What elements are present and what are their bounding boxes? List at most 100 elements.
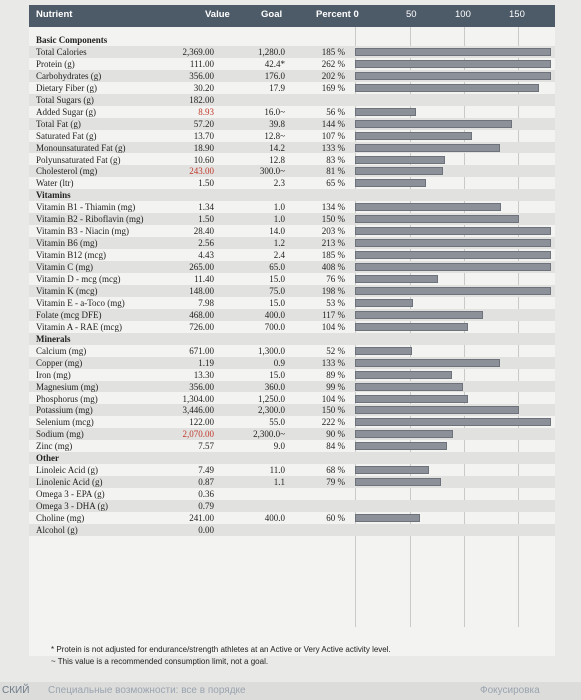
nutrient-percent: 89 % <box>326 369 345 380</box>
scale-tick-100: 100 <box>455 9 471 20</box>
percent-bar <box>355 478 442 487</box>
nutrient-value: 13.30 <box>193 369 214 380</box>
nutrient-goal: 75.0 <box>269 285 285 296</box>
nutrient-name: Magnesium (mg) <box>36 381 99 392</box>
percent-bar <box>355 358 500 367</box>
table-row: Total Fat (g) 57.20 39.8 144 % <box>29 117 555 130</box>
nutrient-value: 468.00 <box>189 309 214 320</box>
table-row: Omega 3 - DHA (g) 0.79 <box>29 500 555 512</box>
nutrient-percent: 133 % <box>321 142 345 153</box>
nutrient-goal: 15.0 <box>269 274 285 284</box>
nutrient-name: Potassium (mg) <box>36 405 93 416</box>
footnote-limit: ~ This value is a recommended consumptio… <box>51 657 269 666</box>
percent-bar <box>355 286 551 295</box>
nutrient-percent: 408 % <box>321 262 345 273</box>
nutrient-goal: 15.0 <box>269 297 285 308</box>
table-row: Carbohydrates (g) 356.00 176.0 202 % <box>29 69 555 82</box>
nutrient-name: Zinc (mg) <box>36 441 73 452</box>
percent-bar <box>355 179 426 188</box>
percent-bar <box>355 239 551 248</box>
nutrient-goal: 55.0 <box>269 417 285 428</box>
section-header: Basic Components <box>29 34 555 46</box>
percent-bar <box>355 263 551 272</box>
percent-bar <box>355 418 551 427</box>
header-value: Value <box>205 9 230 20</box>
nutrient-percent: 185 % <box>321 250 345 261</box>
table-row: Zinc (mg) 7.57 9.0 84 % <box>29 440 555 452</box>
nutrient-goal: 39.8 <box>269 118 285 129</box>
nutrient-name: Total Sugars (g) <box>36 94 94 105</box>
nutrient-value: 0.79 <box>198 501 214 512</box>
nutrient-value: 243.00 <box>189 166 214 177</box>
nutrient-goal: 9.0 <box>273 441 285 452</box>
nutrient-percent: 185 % <box>321 46 345 57</box>
table-row: Vitamin A - RAE (mcg) 726.00 700.0 104 % <box>29 321 555 333</box>
section-title: Other <box>36 453 59 464</box>
percent-bar <box>355 167 444 176</box>
nutrient-percent: 202 % <box>321 70 345 81</box>
nutrient-percent: 104 % <box>321 321 345 332</box>
nutrient-value: 182.00 <box>189 94 214 105</box>
nutrient-name: Total Calories <box>36 46 87 57</box>
percent-bar <box>355 227 551 236</box>
nutrient-value: 10.60 <box>193 154 214 165</box>
nutrient-goal: 1.0 <box>273 202 285 213</box>
nutrient-value: 0.36 <box>198 489 214 500</box>
scale-tick-150: 150 <box>509 9 525 20</box>
nutrient-percent: 53 % <box>326 297 345 308</box>
bottom-status-strip: СКИЙ Специальные возможности: все в поря… <box>0 682 581 700</box>
nutrient-goal: 12.8~ <box>264 130 285 141</box>
nutrient-percent: 134 % <box>321 202 345 213</box>
percent-bar <box>355 382 463 391</box>
table-row: Monounsaturated Fat (g) 18.90 14.2 133 % <box>29 141 555 154</box>
nutrient-goal: 1.0 <box>273 214 285 225</box>
nutrient-name: Iron (mg) <box>36 369 71 380</box>
nutrient-name: Vitamin A - RAE (mcg) <box>36 321 122 332</box>
table-row: Linoleic Acid (g) 7.49 11.0 68 % <box>29 464 555 476</box>
nutrient-goal: 2.3 <box>273 178 285 189</box>
nutrient-name: Calcium (mg) <box>36 345 87 356</box>
nutrient-name: Dietary Fiber (g) <box>36 82 97 93</box>
nutrient-name: Water (ltr) <box>36 178 74 189</box>
table-row: Saturated Fat (g) 13.70 12.8~ 107 % <box>29 130 555 142</box>
table-row: Selenium (mcg) 122.00 55.0 222 % <box>29 416 555 428</box>
nutrient-value: 726.00 <box>189 321 214 332</box>
nutrient-percent: 84 % <box>326 441 345 452</box>
header-goal: Goal <box>261 9 283 20</box>
table-header: Nutrient Value Goal Percent 0 50 100 150 <box>29 5 555 27</box>
nutrient-goal: 300.0~ <box>259 166 285 177</box>
section-title: Minerals <box>36 333 71 344</box>
nutrient-value: 0.00 <box>198 524 214 535</box>
nutrient-percent: 133 % <box>321 357 345 368</box>
nutrient-percent: 144 % <box>321 118 345 129</box>
percent-bar <box>355 107 417 116</box>
nutrient-name: Vitamin K (mcg) <box>36 285 98 296</box>
nutrient-name: Vitamin E - a-Toco (mg) <box>36 297 125 308</box>
nutrient-percent: 76 % <box>326 274 345 284</box>
nutrient-value: 8.93 <box>198 106 214 117</box>
header-percent: Percent 0 <box>316 9 359 20</box>
nutrient-percent: 81 % <box>326 166 345 177</box>
nutrient-goal: 2,300.0 <box>258 405 285 416</box>
section-header: Vitamins <box>29 189 555 202</box>
percent-bar <box>355 394 469 403</box>
table-row: Vitamin D - mcg (mcg) 11.40 15.0 76 % <box>29 273 555 285</box>
nutrient-value: 265.00 <box>189 262 214 273</box>
nutrient-value: 18.90 <box>193 142 214 153</box>
nutrient-name: Cholesterol (mg) <box>36 166 98 177</box>
section-title: Vitamins <box>36 190 71 201</box>
percent-bar <box>355 322 469 331</box>
focus-status[interactable]: Фокусировка <box>480 685 540 696</box>
accessibility-status[interactable]: Специальные возможности: все в порядке <box>48 685 246 696</box>
nutrient-goal: 1.2 <box>273 238 285 249</box>
nutrient-name: Folate (mcg DFE) <box>36 309 102 320</box>
nutrient-percent: 107 % <box>321 130 345 141</box>
table-row: Protein (g) 111.00 42.4* 262 % <box>29 58 555 70</box>
percent-bar <box>355 466 430 475</box>
nutrient-percent: 52 % <box>326 345 345 356</box>
table-row: Phosphorus (mg) 1,304.00 1,250.0 104 % <box>29 393 555 405</box>
percent-bar <box>355 59 551 68</box>
nutrient-goal: 2.4 <box>273 250 285 261</box>
nutrient-goal: 1.1 <box>273 477 285 488</box>
percent-bar <box>355 71 551 80</box>
